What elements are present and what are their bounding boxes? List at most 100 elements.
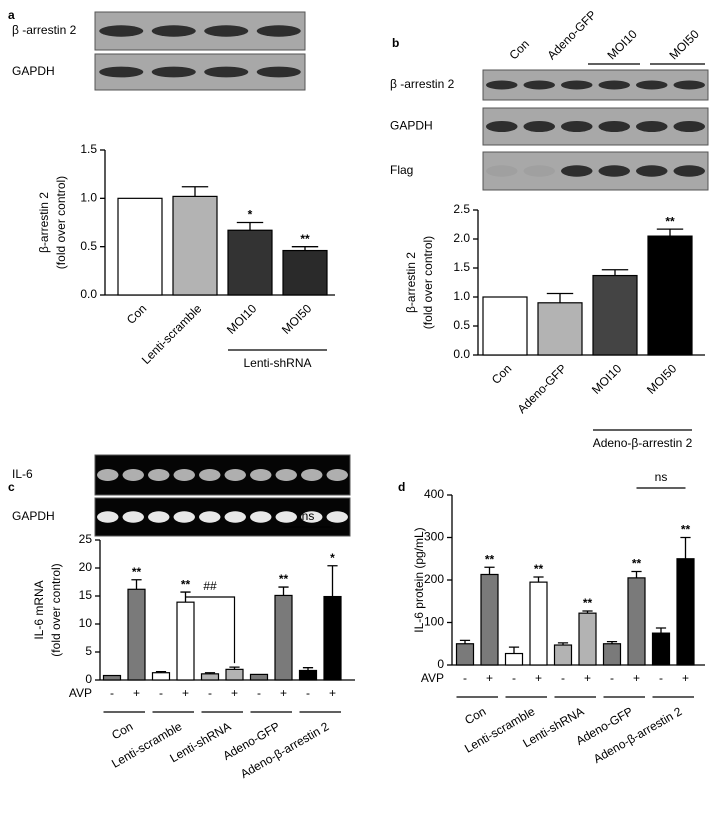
- group-label: Con: [109, 719, 135, 742]
- blot-band: [275, 511, 297, 523]
- significance: **: [632, 557, 642, 571]
- error-bar: [484, 566, 495, 575]
- error-bar: [236, 221, 264, 231]
- x-tick-label: MOI10: [589, 361, 625, 397]
- significance: **: [279, 572, 289, 586]
- y-tick-label: 1.0: [453, 289, 470, 303]
- x-tick-label: -: [208, 686, 212, 700]
- bar: [282, 249, 328, 296]
- error-bar: [656, 228, 684, 237]
- error-bar: [546, 292, 574, 303]
- y-tick-label: 0.5: [453, 318, 470, 332]
- significance: *: [248, 208, 253, 222]
- error-bar: [557, 642, 569, 646]
- blot-band: [561, 80, 593, 90]
- blot-band: [673, 120, 705, 133]
- y-tick-label: 0.0: [80, 287, 97, 301]
- blot-band: [523, 165, 555, 177]
- blot-band: [301, 469, 323, 481]
- x-tick-label: MOI50: [279, 301, 315, 337]
- y-tick-label: 20: [79, 560, 93, 574]
- blot-band: [598, 120, 630, 133]
- bar: [529, 581, 548, 666]
- significance: **: [534, 562, 544, 576]
- blot-band: [256, 66, 301, 78]
- blot-band: [224, 511, 246, 523]
- x-tick-label: +: [535, 671, 542, 685]
- significance: **: [485, 552, 495, 566]
- y-tick-label: 2.0: [453, 231, 470, 245]
- blot-band: [99, 66, 144, 78]
- y-tick-label: 1.5: [453, 260, 470, 274]
- blot-label: IL-6: [12, 467, 33, 481]
- y-tick-label: 25: [79, 532, 93, 546]
- y-tick-label: 15: [79, 588, 93, 602]
- blot-band: [122, 469, 144, 481]
- x-tick-label: +: [182, 686, 189, 700]
- blot: [482, 151, 709, 191]
- bar: [227, 229, 273, 296]
- bar: [274, 594, 293, 681]
- x-tick-label: -: [159, 686, 163, 700]
- y-tick-label: 1.0: [80, 191, 97, 205]
- x-tick-label: -: [659, 671, 663, 685]
- group-label: Adeno-β-arrestin 2: [591, 704, 685, 766]
- significance: **: [681, 523, 691, 537]
- error-bar: [601, 269, 629, 276]
- error-bar: [302, 667, 314, 671]
- blot-band: [523, 120, 555, 133]
- blot-band: [148, 511, 170, 523]
- blot-band: [199, 469, 221, 481]
- error-bar: [327, 565, 338, 597]
- comparison-bracket: [185, 596, 236, 664]
- y-tick-label: 100: [424, 615, 444, 629]
- error-bar: [181, 186, 209, 197]
- x-tick-label: -: [463, 671, 467, 685]
- x-tick-label: Con: [124, 301, 149, 326]
- y-tick-label: 0: [437, 657, 444, 671]
- error-bar: [606, 640, 618, 644]
- x-tick-label: +: [280, 686, 287, 700]
- error-bar: [229, 666, 240, 670]
- blot-band: [224, 469, 246, 481]
- error-bar: [655, 627, 667, 634]
- y-tick-label: 0: [85, 672, 92, 686]
- bar: [480, 573, 499, 666]
- y-tick-label: 10: [79, 616, 93, 630]
- blot-band: [326, 511, 348, 523]
- blot-band: [275, 469, 297, 481]
- bar: [482, 296, 528, 356]
- panel-letter: b: [392, 36, 399, 50]
- panel-letter: a: [8, 8, 15, 22]
- y-tick-label: 200: [424, 572, 444, 586]
- x-tick-label: -: [561, 671, 565, 685]
- blot-band: [301, 511, 323, 523]
- blot-band: [250, 469, 272, 481]
- error-bar: [508, 646, 520, 654]
- blot-band: [148, 469, 170, 481]
- blot-band: [673, 165, 705, 177]
- blot-band: [486, 80, 518, 90]
- bar: [102, 674, 122, 681]
- x-tick-label: +: [133, 686, 140, 700]
- bar: [676, 558, 695, 666]
- comparison-label: ##: [203, 579, 217, 593]
- y-axis-label: IL-6 mRNA: [32, 580, 46, 639]
- blot-band: [204, 66, 249, 78]
- blot-band: [151, 25, 196, 37]
- y-tick-label: 1.5: [80, 142, 97, 156]
- bar: [592, 274, 638, 356]
- comparison-label: ns: [655, 470, 668, 484]
- blot-band: [523, 80, 555, 90]
- bar: [225, 668, 244, 681]
- x-tick-label: +: [486, 671, 493, 685]
- blot-band: [256, 25, 301, 37]
- y-axis-label: IL-6 protein (pg/mL): [412, 527, 426, 632]
- blot-band: [97, 469, 119, 481]
- bar: [200, 673, 220, 681]
- x-axis-label: AVP: [69, 686, 92, 700]
- blot: [482, 69, 709, 101]
- blot-band: [598, 80, 630, 90]
- blot-band: [99, 25, 144, 37]
